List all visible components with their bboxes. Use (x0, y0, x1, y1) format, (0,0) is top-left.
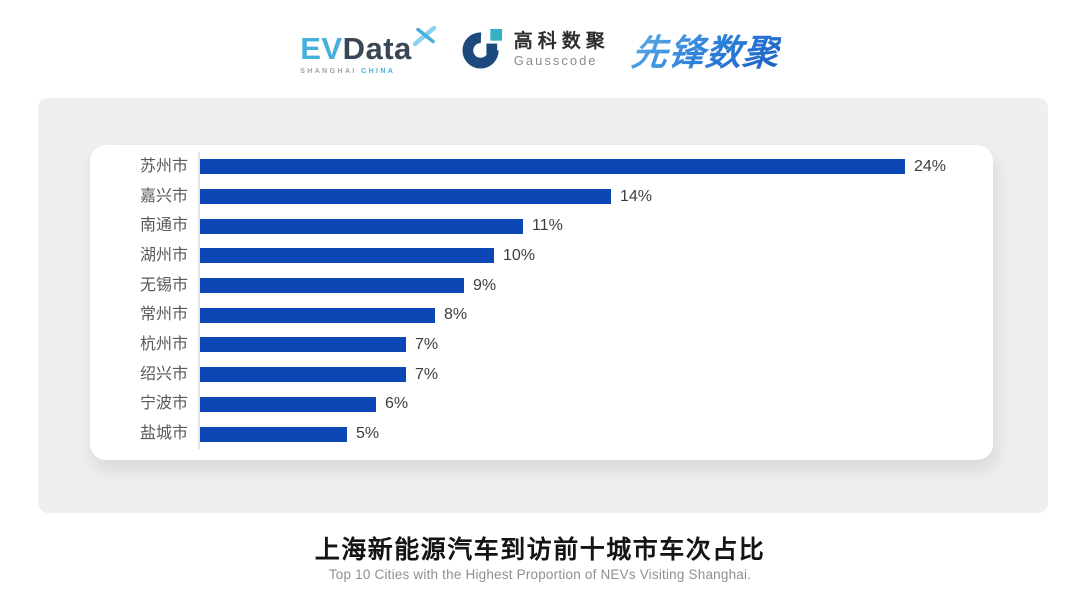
bar-value-label: 7% (415, 365, 439, 383)
bar-chart-rows: 苏州市 24% 嘉兴市 14% 南通市 11% 湖州市 10% 无锡市 9% 常州市 8% 杭州市 7% 绍… (90, 152, 993, 449)
bar (200, 218, 523, 234)
gausscode-text: 高科数聚 Gausscode (513, 30, 610, 68)
category-label: 苏州市 (139, 157, 188, 175)
bar-track: 7% (198, 359, 993, 390)
chart-panel: 苏州市 24% 嘉兴市 14% 南通市 11% 湖州市 10% 无锡市 9% 常州市 8% 杭州市 7% 绍… (38, 98, 1048, 513)
category-label: 杭州市 (139, 335, 188, 353)
category-label: 无锡市 (139, 276, 188, 294)
bar-track: 24% (198, 152, 993, 182)
bar-value-label: 6% (385, 395, 409, 413)
bar (200, 396, 376, 412)
bar (200, 426, 347, 442)
gausscode-icon (462, 26, 505, 74)
bar-row: 宁波市 6% (90, 389, 993, 420)
bar-row: 湖州市 10% (90, 241, 993, 271)
evdata-subtext: SHANGHAI CHINA (300, 68, 412, 75)
bar (200, 307, 435, 323)
bar-value-label: 14% (620, 187, 653, 205)
bar-track: 14% (198, 181, 993, 212)
gausscode-en-name: Gausscode (513, 52, 598, 68)
bar-track: 9% (198, 270, 993, 301)
bar-value-label: 8% (444, 306, 468, 324)
bar-track: 5% (198, 419, 993, 449)
bar (200, 367, 406, 383)
category-label: 湖州市 (139, 246, 188, 264)
gausscode-logo: 高科数聚 Gausscode (462, 26, 610, 74)
evdata-china-text: CHINA (361, 68, 396, 75)
evdata-logo: EVData SHANGHAI CHINA (300, 25, 440, 75)
bar-track: 7% (198, 330, 993, 360)
gausscode-cn-name: 高科数聚 (513, 30, 610, 52)
category-label: 常州市 (139, 306, 188, 324)
bar (200, 278, 464, 294)
bar-row: 嘉兴市 14% (90, 181, 993, 212)
bar-row: 盐城市 5% (90, 419, 993, 449)
bar-value-label: 5% (356, 425, 380, 443)
bar-row: 常州市 8% (90, 300, 993, 331)
evdata-shanghai-text: SHANGHAI (300, 68, 357, 75)
bar-value-label: 24% (914, 157, 947, 175)
bar-track: 11% (198, 211, 993, 242)
evdata-wordmark: EVData (300, 33, 412, 64)
category-label: 盐城市 (139, 425, 188, 443)
bar-value-label: 11% (532, 217, 563, 235)
pioneer-data-logo: 先锋数聚 (629, 24, 782, 76)
bar (200, 337, 406, 353)
bar (200, 159, 905, 175)
bar-row: 杭州市 7% (90, 330, 993, 360)
bar (200, 248, 494, 264)
category-label: 绍兴市 (139, 365, 188, 383)
bar-value-label: 9% (473, 276, 497, 294)
evdata-x-icon (412, 25, 438, 52)
chart-card: 苏州市 24% 嘉兴市 14% 南通市 11% 湖州市 10% 无锡市 9% 常州市 8% 杭州市 7% 绍… (90, 145, 993, 460)
category-label: 南通市 (139, 217, 188, 235)
chart-subtitle: Top 10 Cities with the Highest Proportio… (328, 567, 752, 582)
bar-row: 绍兴市 7% (90, 359, 993, 390)
bar-value-label: 10% (503, 246, 536, 264)
category-label: 宁波市 (139, 395, 188, 413)
bar-value-label: 7% (415, 335, 439, 353)
bar (200, 189, 611, 205)
bar-track: 8% (198, 300, 993, 331)
bar-row: 无锡市 9% (90, 270, 993, 301)
category-label: 嘉兴市 (139, 187, 188, 205)
bar-track: 6% (198, 389, 993, 420)
header-logos: EVData SHANGHAI CHINA (0, 24, 1080, 76)
bar-track: 10% (198, 241, 993, 271)
evdata-ev-text: EV (300, 31, 343, 66)
bar-row: 苏州市 24% (90, 152, 993, 182)
evdata-data-text: Data (342, 31, 412, 66)
bar-row: 南通市 11% (90, 211, 993, 242)
chart-title: 上海新能源汽车到访前十城市车次占比 (314, 536, 766, 564)
